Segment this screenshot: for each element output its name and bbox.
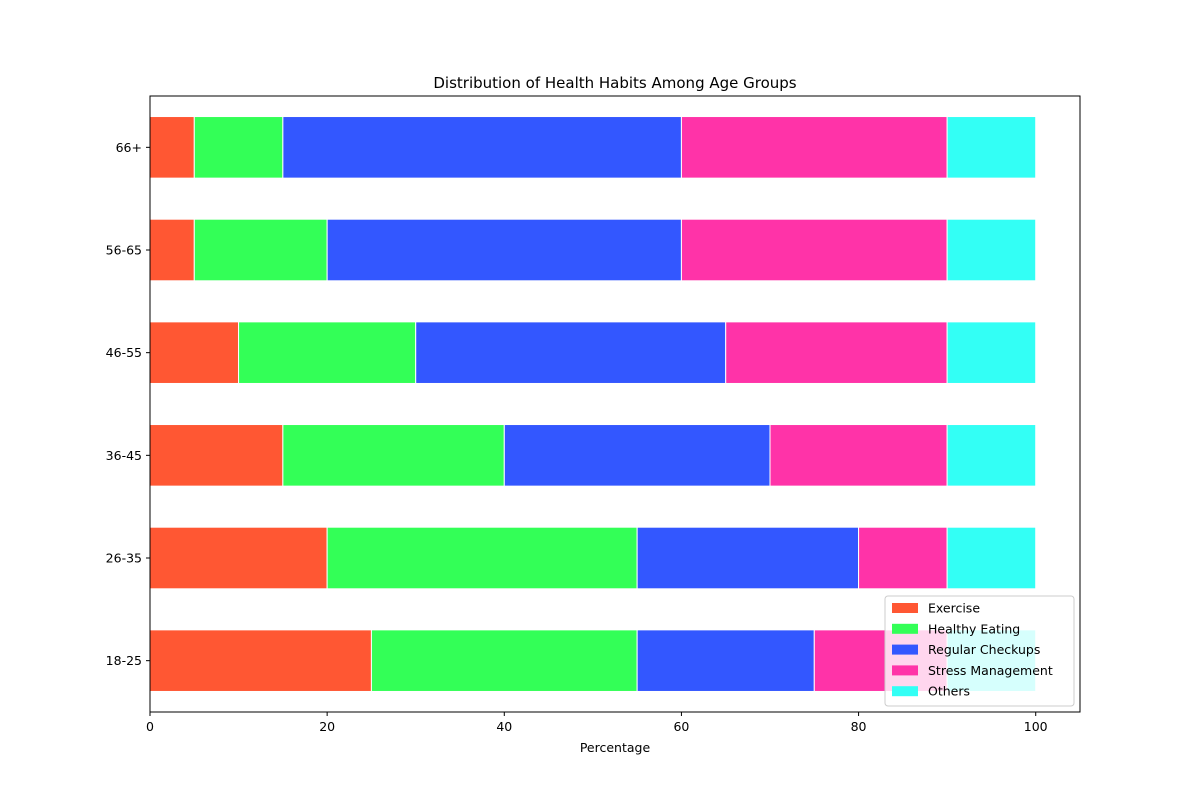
y-tick-label: 56-65: [106, 243, 142, 258]
y-axis: 18-25 26-35 36-45 46-55 56-65 66+: [106, 140, 150, 668]
bar-segment: [680, 218, 948, 282]
y-tick-label: 36-45: [106, 448, 142, 463]
bar-segment: [946, 218, 1037, 282]
bar-segment: [636, 629, 815, 692]
legend-swatch: [892, 665, 918, 676]
legend-label: Others: [928, 684, 970, 699]
bar-segment: [282, 116, 682, 179]
bar-segment: [725, 321, 948, 384]
x-tick-label: 60: [673, 719, 689, 734]
x-tick-label: 0: [146, 719, 154, 734]
bar-segment: [238, 321, 417, 384]
legend-swatch: [892, 603, 918, 613]
bar-segment: [193, 218, 328, 282]
bar-segment: [680, 116, 948, 179]
bar-segment: [282, 424, 505, 487]
legend: Exercise Healthy Eating Regular Checkups St…: [884, 595, 1075, 707]
x-tick-label: 40: [496, 719, 512, 734]
plot-area-frame: [149, 95, 1081, 713]
legend-swatch: [892, 623, 918, 634]
bar-segment: [326, 218, 682, 282]
bar-segment: [326, 526, 638, 590]
legend-label: Healthy Eating: [928, 621, 1020, 636]
bar-segment: [149, 526, 328, 590]
x-axis: 0 20 40 60 80 100: [146, 712, 1048, 734]
legend-label: Stress Management: [928, 663, 1053, 678]
x-tick-label: 20: [319, 719, 335, 734]
bar-segment: [370, 629, 638, 692]
bar-segment: [415, 321, 727, 384]
bar-segment: [946, 526, 1037, 590]
bar-segment: [149, 321, 240, 384]
bar-segment: [193, 116, 284, 179]
bar-segment: [858, 526, 948, 590]
y-tick-label: 26-35: [106, 551, 142, 566]
x-axis-label: Percentage: [580, 740, 651, 755]
bar-segment: [946, 424, 1037, 487]
x-tick-label: 80: [851, 719, 867, 734]
y-tick-label: 46-55: [106, 345, 142, 360]
bar-segment: [149, 424, 284, 487]
bar-segment: [149, 629, 372, 692]
bar-segment: [503, 424, 771, 487]
legend-box: [884, 595, 1075, 707]
bar-segment: [946, 321, 1037, 384]
bar-segment: [946, 116, 1037, 179]
legend-swatch: [892, 644, 918, 655]
chart-title: Distribution of Health Habits Among Age …: [433, 74, 796, 92]
bar-segment: [636, 526, 860, 590]
x-tick-label: 100: [1024, 719, 1048, 734]
bar-segment: [769, 424, 948, 487]
y-tick-label: 66+: [116, 140, 142, 155]
legend-swatch: [892, 686, 918, 697]
bar-segment: [149, 218, 195, 282]
bar-segment: [149, 116, 195, 179]
y-tick-label: 18-25: [106, 653, 142, 668]
legend-label: Regular Checkups: [928, 642, 1040, 657]
legend-label: Exercise: [928, 601, 980, 616]
